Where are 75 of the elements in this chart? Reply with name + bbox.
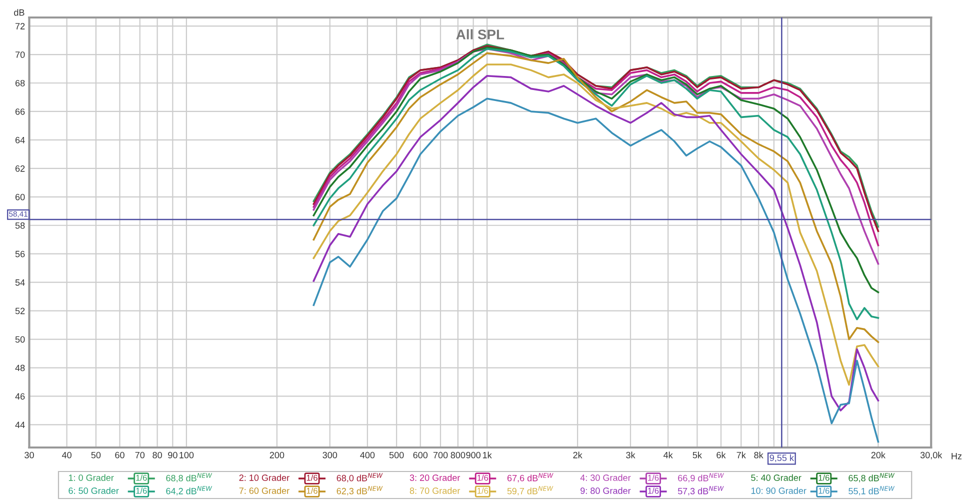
- text: 1/6: [477, 474, 488, 481]
- x-tick-label: 40: [62, 452, 72, 458]
- text: 1/6: [136, 474, 147, 481]
- y-tick-label: 54: [15, 279, 25, 286]
- text: 57,3 dB$^{NEW}$: [678, 486, 724, 496]
- legend-label: 7: 60 Grader: [239, 487, 290, 494]
- ref-line-label: 9,55 k: [770, 454, 794, 462]
- text: 64,2 dB$^{NEW}$: [166, 486, 212, 496]
- x-tick-label: 2k: [573, 452, 582, 458]
- legend-label: 2: 10 Grader: [239, 474, 290, 481]
- x-tick-label: 50: [91, 452, 101, 458]
- y-tick-label: 66: [16, 108, 25, 115]
- x-tick-label: 800: [450, 452, 466, 458]
- x-tick-label: 900: [466, 452, 480, 458]
- y-tick-label: 46: [15, 393, 25, 400]
- x-tick-label: 700: [433, 452, 448, 458]
- text: 1/6: [648, 474, 659, 481]
- text: 1/6: [136, 488, 147, 494]
- legend-label: 10: 90 Grader: [751, 487, 806, 494]
- x-tick-label: 400: [360, 452, 375, 458]
- x-tick-label: 6k: [716, 452, 726, 458]
- text: 62,3 dB$^{NEW}$: [336, 486, 383, 496]
- x-tick-label: 5k: [692, 452, 702, 458]
- text: 1/6: [818, 488, 830, 494]
- text: 1/6: [306, 488, 318, 494]
- y-tick-label: 48: [15, 364, 25, 372]
- x-tick-label: 600: [413, 452, 428, 458]
- x-tick-label: 90: [168, 452, 178, 458]
- x-tick-label: 1k: [482, 452, 492, 458]
- legend-label: 8: 70 Grader: [410, 487, 460, 494]
- legend-label: 5: 40 Grader: [751, 474, 802, 481]
- y-tick-label: 44: [15, 422, 25, 428]
- y-tick-label: 56: [15, 250, 25, 258]
- x-tick-label: 500: [389, 452, 404, 458]
- y-tick-label: 72: [16, 23, 25, 30]
- text: 67,6 dB$^{NEW}$: [507, 473, 554, 482]
- x-tick-label: 20k: [871, 452, 886, 458]
- legend-label: 9: 80 Grader: [580, 487, 631, 494]
- x-tick-label: 30: [24, 452, 34, 458]
- text: 1/6: [648, 488, 659, 494]
- x-tick-label: 100: [180, 452, 194, 458]
- x-tick-label: 60: [115, 452, 124, 458]
- y-tick-label: 62: [16, 165, 25, 172]
- x-tick-label: 8k: [754, 452, 764, 458]
- y-tick-label: 70: [16, 51, 25, 58]
- y-tick-label: 60: [16, 194, 25, 200]
- y-axis-title: dB: [14, 9, 24, 16]
- text: 68,0 dB$^{NEW}$: [336, 473, 383, 482]
- text: 59,7 dB$^{NEW}$: [507, 486, 554, 496]
- text: 65,8 dB$^{NEW}$: [848, 473, 895, 482]
- y-tick-label: 50: [15, 336, 25, 343]
- text: 55,1 dB$^{NEW}$: [848, 486, 895, 496]
- text: 1/6: [306, 474, 318, 481]
- x-axis-title: Hz: [952, 452, 962, 460]
- x-tick-label: 3k: [626, 452, 636, 458]
- legend-label: 3: 20 Grader: [410, 474, 460, 481]
- x-tick-label: 4k: [664, 452, 673, 458]
- text: All SPL: [456, 29, 504, 40]
- x-tick-label: 300: [322, 452, 338, 458]
- legend-label: 4: 30 Grader: [580, 474, 631, 481]
- x-tick-label: 200: [270, 452, 284, 458]
- y-tick-label: 52: [15, 308, 25, 314]
- y-tick-label: 64: [16, 136, 25, 144]
- x-tick-label: 80: [152, 452, 162, 458]
- x-tick-label: 70: [135, 452, 145, 458]
- y-tick-label: 68: [16, 80, 25, 86]
- text: 1/6: [818, 474, 830, 481]
- y-tick-label: 58: [15, 222, 25, 229]
- text: 66,9 dB$^{NEW}$: [678, 473, 724, 482]
- text: 1/6: [477, 488, 488, 494]
- legend-label: 1: 0 Grader: [68, 474, 114, 481]
- x-tick-label: 30,0k: [920, 452, 942, 460]
- text: 68,8 dB$^{NEW}$: [166, 473, 212, 482]
- x-tick-label: 7k: [736, 452, 746, 458]
- legend-label: 6: 50 Grader: [68, 487, 119, 494]
